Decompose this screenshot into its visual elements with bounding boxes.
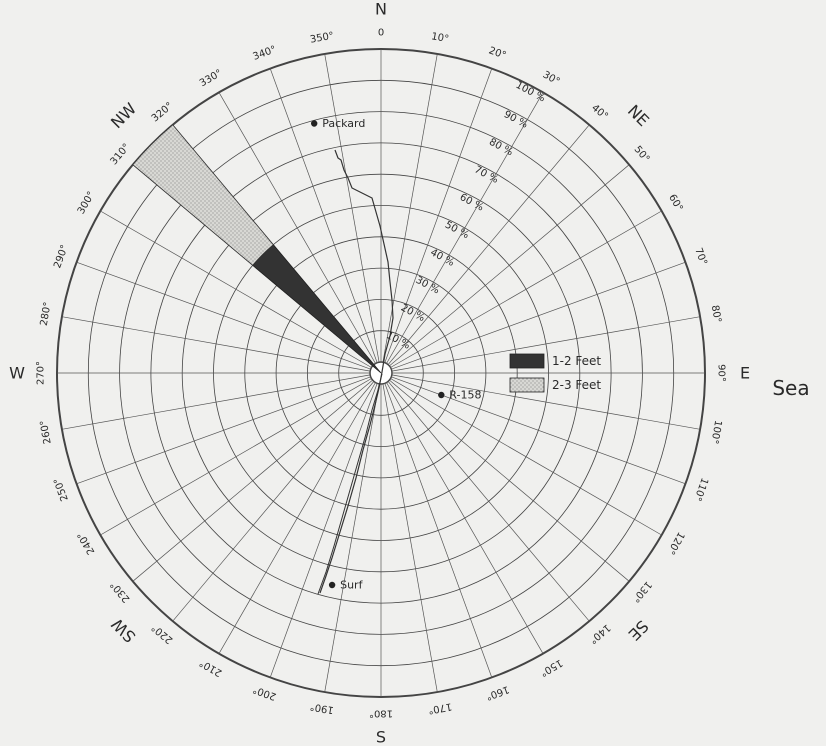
spoke-240 xyxy=(100,378,372,536)
spoke-140 xyxy=(387,381,590,622)
spoke-230 xyxy=(132,379,373,582)
radial-tick-label: 100 % xyxy=(514,80,547,105)
compass-point-sw: SW xyxy=(108,614,140,646)
spoke-50 xyxy=(389,164,630,367)
sector-2-3-feet xyxy=(132,124,274,266)
angle-tick-label: 310° xyxy=(109,142,133,168)
spoke-250 xyxy=(76,376,371,485)
spoke-70 xyxy=(391,261,686,370)
station-label-r-158: R-158 xyxy=(449,389,481,402)
angle-tick-label: 270° xyxy=(36,361,47,385)
legend-swatch-2-3-feet xyxy=(509,377,545,393)
station-marker-surf xyxy=(328,581,336,589)
angle-tick-label: 110° xyxy=(691,476,710,502)
spoke-260 xyxy=(61,374,371,430)
spoke-130 xyxy=(389,379,630,582)
spoke-340 xyxy=(269,68,378,363)
radial-tick-label: 20 % xyxy=(399,302,427,324)
spoke-190 xyxy=(324,383,380,693)
spoke-40 xyxy=(387,124,590,365)
spoke-280 xyxy=(61,316,371,372)
side-label-sea: Sea xyxy=(772,376,809,400)
spoke-10 xyxy=(382,53,438,363)
angle-tick-label: 220° xyxy=(150,622,176,646)
spoke-170 xyxy=(382,383,438,693)
compass-point-e: E xyxy=(740,364,750,383)
compass-point-ne: NE xyxy=(624,101,653,130)
angle-tick-label: 40° xyxy=(589,103,610,123)
angle-tick-label: 300° xyxy=(76,190,98,216)
shoreline-trace xyxy=(319,149,394,594)
compass-point-nw: NW xyxy=(107,99,140,132)
compass-point-n: N xyxy=(375,0,387,19)
radial-tick-label: 60 % xyxy=(458,192,486,214)
radial-tick-label: 50 % xyxy=(443,220,471,242)
legend-label-2-3-feet: 2-3 Feet xyxy=(552,378,601,392)
station-label-packard: Packard xyxy=(322,117,365,130)
angle-tick-label: 190° xyxy=(309,700,335,715)
angle-tick-label: 80° xyxy=(709,304,723,323)
angle-tick-label: 50° xyxy=(632,144,652,165)
angle-tick-label: 70° xyxy=(692,246,708,266)
angle-tick-label: 90° xyxy=(716,364,727,382)
spoke-30 xyxy=(386,92,544,364)
radial-tick-label: 80 % xyxy=(487,137,515,159)
angle-tick-label: 180° xyxy=(369,708,393,719)
spoke-150 xyxy=(386,382,544,654)
angle-tick-label: 20° xyxy=(487,45,507,61)
station-label-surf: Surf xyxy=(340,579,363,592)
spoke-350 xyxy=(324,53,380,363)
angle-tick-label: 340° xyxy=(251,44,277,63)
spoke-210 xyxy=(218,382,376,654)
angle-tick-label: 140° xyxy=(587,622,613,646)
spoke-20 xyxy=(384,68,493,363)
spoke-290 xyxy=(76,261,371,370)
station-marker-packard xyxy=(311,120,318,127)
angle-tick-label: 260° xyxy=(39,419,54,445)
spoke-100 xyxy=(391,374,701,430)
shoreline-trace-2 xyxy=(317,373,383,595)
angle-tick-label: 170° xyxy=(427,700,453,715)
radial-tick-label: 10 % xyxy=(384,330,412,352)
angle-tick-label: 320° xyxy=(150,101,176,125)
station-marker-r-158 xyxy=(438,391,445,399)
angle-tick-label: 290° xyxy=(52,243,71,269)
spoke-330 xyxy=(218,92,376,364)
legend-label-1-2-feet: 1-2 Feet xyxy=(552,354,601,368)
angle-tick-label: 200° xyxy=(251,683,277,702)
angle-tick-label: 230° xyxy=(109,579,133,605)
angle-tick-label: 350° xyxy=(309,31,335,46)
compass-point-w: W xyxy=(9,364,25,383)
spoke-200 xyxy=(269,383,378,678)
angle-tick-label: 120° xyxy=(665,530,687,556)
angle-tick-label: 0 xyxy=(378,28,384,39)
angle-tick-label: 60° xyxy=(666,193,684,214)
spoke-300 xyxy=(100,210,372,368)
angle-tick-label: 100° xyxy=(708,419,723,445)
compass-point-se: SE xyxy=(625,617,653,645)
angle-tick-label: 10° xyxy=(430,31,449,45)
spoke-160 xyxy=(384,383,493,678)
spoke-80 xyxy=(391,316,701,372)
angle-tick-label: 130° xyxy=(630,579,654,605)
angle-tick-label: 280° xyxy=(39,301,54,327)
angle-tick-label: 250° xyxy=(52,476,71,502)
spoke-60 xyxy=(390,210,662,368)
spoke-220 xyxy=(172,381,375,622)
angle-tick-label: 150° xyxy=(538,657,564,679)
angle-tick-label: 160° xyxy=(484,683,510,702)
spoke-120 xyxy=(390,378,662,536)
angle-tick-label: 30° xyxy=(541,69,562,87)
radial-tick-label: 90 % xyxy=(502,109,530,131)
angle-tick-label: 210° xyxy=(198,657,224,679)
angle-tick-label: 240° xyxy=(76,530,98,556)
legend-swatch-1-2-feet xyxy=(509,353,545,369)
angle-tick-label: 330° xyxy=(198,68,224,90)
compass-point-s: S xyxy=(376,728,386,746)
radial-tick-label: 70 % xyxy=(472,164,500,186)
